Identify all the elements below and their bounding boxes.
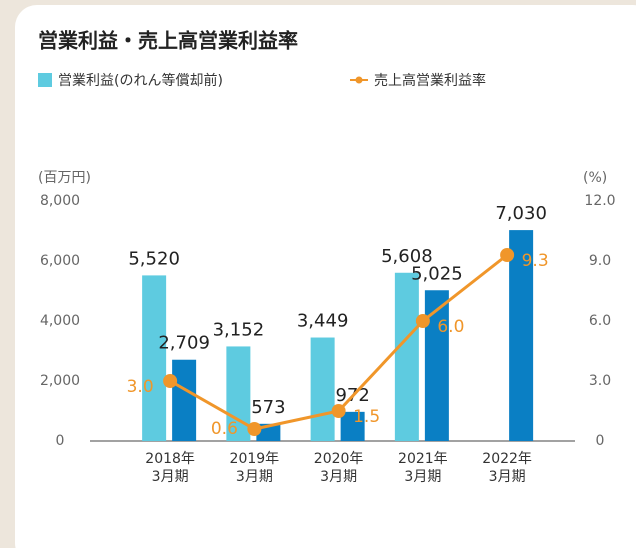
bar-value-label: 3,152 bbox=[213, 319, 265, 340]
bar-value-label: 5,520 bbox=[128, 248, 180, 269]
y2-tick-label: 6.0 bbox=[589, 313, 611, 329]
legend-swatch bbox=[38, 73, 52, 87]
y-tick-label: 6,000 bbox=[40, 253, 80, 269]
bar bbox=[340, 411, 365, 441]
line-point bbox=[500, 248, 515, 262]
chart-title: 営業利益・売上高営業利益率 bbox=[38, 29, 298, 53]
bar bbox=[142, 275, 167, 441]
line-point bbox=[415, 314, 430, 328]
bar bbox=[509, 230, 534, 441]
bar bbox=[424, 290, 449, 441]
y-tick-label: 0 bbox=[56, 433, 65, 449]
y2-axis-label: (%) bbox=[583, 170, 607, 186]
bar bbox=[310, 337, 335, 441]
line-point bbox=[331, 404, 346, 418]
bar-value-label: 7,030 bbox=[495, 203, 547, 224]
y-axis-label: (百万円) bbox=[38, 170, 91, 186]
y2-tick-label: 0 bbox=[596, 433, 605, 449]
x-tick-label: 2021年 bbox=[398, 451, 448, 467]
line-point bbox=[247, 422, 262, 436]
x-tick-label: 2022年 bbox=[482, 451, 532, 467]
line-value-label: 6.0 bbox=[437, 317, 464, 337]
bar bbox=[172, 359, 197, 441]
y2-tick-label: 3.0 bbox=[589, 373, 611, 389]
line-value-label: 0.6 bbox=[211, 419, 238, 439]
y-tick-label: 4,000 bbox=[40, 313, 80, 329]
bar-value-label: 2,709 bbox=[158, 333, 210, 354]
bar-value-label: 573 bbox=[251, 397, 285, 418]
y-tick-label: 2,000 bbox=[40, 373, 80, 389]
line-point bbox=[163, 374, 178, 388]
line-value-label: 1.5 bbox=[353, 407, 380, 427]
bar-value-label: 5,025 bbox=[411, 263, 463, 284]
x-tick-label: 3月期 bbox=[152, 469, 189, 485]
x-tick-label: 3月期 bbox=[320, 469, 357, 485]
legend-swatch bbox=[355, 76, 363, 84]
bar bbox=[394, 272, 419, 441]
y2-tick-label: 9.0 bbox=[589, 253, 611, 269]
x-tick-label: 2019年 bbox=[230, 451, 280, 467]
card bbox=[15, 5, 636, 548]
x-tick-label: 2018年 bbox=[145, 451, 195, 467]
line-value-label: 9.3 bbox=[522, 251, 549, 271]
line-value-label: 3.0 bbox=[127, 377, 154, 397]
legend-label: 営業利益(のれん等償却前) bbox=[58, 72, 223, 89]
bar-value-label: 5,608 bbox=[381, 246, 433, 267]
x-tick-label: 2020年 bbox=[314, 451, 364, 467]
x-tick-label: 3月期 bbox=[404, 469, 441, 485]
x-tick-label: 3月期 bbox=[236, 469, 273, 485]
legend-label: 売上高営業利益率 bbox=[374, 72, 486, 89]
x-tick-label: 3月期 bbox=[489, 469, 526, 485]
y-tick-label: 8,000 bbox=[40, 193, 80, 209]
bar-value-label: 3,449 bbox=[297, 311, 349, 332]
y2-tick-label: 12.0 bbox=[584, 193, 615, 209]
